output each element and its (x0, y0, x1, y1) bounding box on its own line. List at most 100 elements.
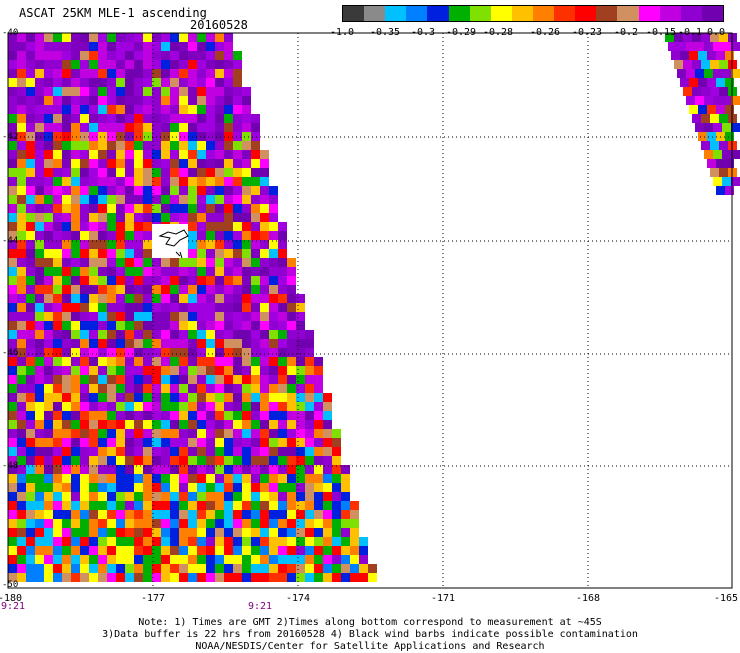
data-cell (107, 393, 116, 402)
data-cell (98, 420, 107, 429)
data-cell (125, 456, 134, 465)
data-cell (332, 429, 341, 438)
data-cell (35, 105, 44, 114)
data-cell (8, 411, 17, 420)
data-cell (179, 564, 188, 573)
data-cell (242, 546, 251, 555)
data-cell (107, 348, 116, 357)
data-cell (53, 177, 62, 186)
data-cell (722, 150, 731, 159)
data-cell (26, 177, 35, 186)
data-cell (107, 60, 116, 69)
data-cell (188, 537, 197, 546)
data-cell (260, 528, 269, 537)
data-cell (98, 537, 107, 546)
data-cell (161, 213, 170, 222)
data-cell (62, 537, 71, 546)
data-cell (8, 60, 17, 69)
data-cell (143, 195, 152, 204)
data-cell (251, 384, 260, 393)
data-cell (71, 555, 80, 564)
data-cell (26, 60, 35, 69)
data-cell (251, 456, 260, 465)
data-cell (296, 339, 305, 348)
data-cell (206, 78, 215, 87)
data-cell (116, 33, 125, 42)
data-cell (62, 105, 71, 114)
data-cell (35, 231, 44, 240)
data-cell (134, 69, 143, 78)
data-cell (44, 213, 53, 222)
data-cell (44, 465, 53, 474)
data-cell (26, 132, 35, 141)
data-cell (224, 42, 233, 51)
data-cell (71, 114, 80, 123)
data-cell (215, 87, 224, 96)
data-cell (116, 510, 125, 519)
data-cell (251, 564, 260, 573)
data-cell (215, 321, 224, 330)
data-cell (116, 375, 125, 384)
data-cell (125, 555, 134, 564)
data-cell (179, 150, 188, 159)
data-cell (71, 204, 80, 213)
data-cell (44, 168, 53, 177)
data-cell (125, 222, 134, 231)
data-cell (161, 330, 170, 339)
data-cell (251, 330, 260, 339)
data-cell (44, 384, 53, 393)
data-cell (188, 429, 197, 438)
data-cell (179, 492, 188, 501)
data-cell (125, 483, 134, 492)
data-cell (305, 429, 314, 438)
data-cell (701, 33, 710, 42)
data-cell (224, 519, 233, 528)
data-cell (125, 159, 134, 168)
data-cell (62, 429, 71, 438)
data-cell (80, 42, 89, 51)
data-cell (143, 339, 152, 348)
data-cell (206, 186, 215, 195)
data-cell (26, 69, 35, 78)
data-cell (170, 78, 179, 87)
data-cell (179, 303, 188, 312)
data-cell (80, 420, 89, 429)
data-cell (134, 330, 143, 339)
data-cell (269, 384, 278, 393)
data-cell (215, 78, 224, 87)
data-cell (89, 258, 98, 267)
data-cell (323, 510, 332, 519)
data-cell (26, 312, 35, 321)
data-cell (251, 375, 260, 384)
data-cell (197, 474, 206, 483)
data-cell (71, 465, 80, 474)
data-cell (674, 60, 683, 69)
data-cell (125, 123, 134, 132)
data-cell (44, 42, 53, 51)
data-cell (341, 573, 350, 582)
data-cell (215, 501, 224, 510)
data-cell (251, 204, 260, 213)
data-cell (35, 546, 44, 555)
data-cell (170, 123, 179, 132)
data-cell (143, 186, 152, 195)
data-cell (8, 168, 17, 177)
data-cell (62, 276, 71, 285)
data-cell (224, 474, 233, 483)
data-cell (698, 51, 707, 60)
data-cell (242, 267, 251, 276)
data-cell (188, 564, 197, 573)
note-line: Note: 1) Times are GMT 2)Times along bot… (138, 617, 602, 628)
data-cell (197, 123, 206, 132)
data-cell (116, 348, 125, 357)
data-cell (179, 402, 188, 411)
data-cell (143, 285, 152, 294)
data-cell (278, 303, 287, 312)
data-cell (188, 339, 197, 348)
data-cell (62, 96, 71, 105)
data-cell (26, 204, 35, 213)
data-cell (116, 393, 125, 402)
data-cell (269, 213, 278, 222)
data-cell (695, 42, 704, 51)
data-cell (80, 537, 89, 546)
